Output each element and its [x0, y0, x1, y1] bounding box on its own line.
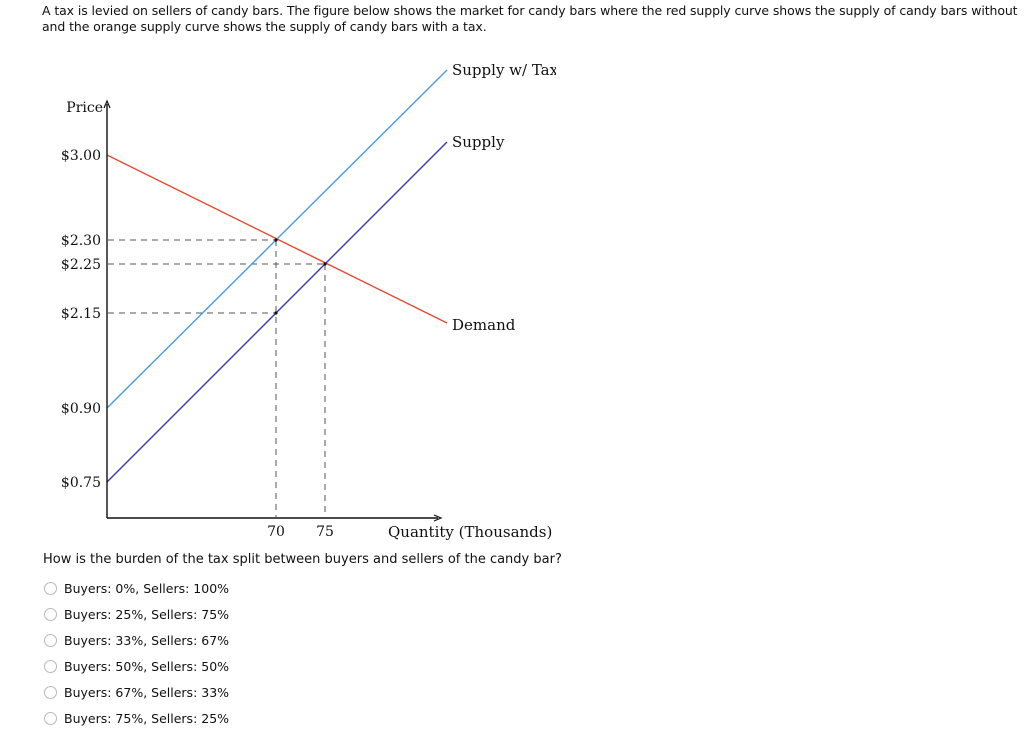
supply-label: Supply	[452, 133, 505, 151]
demand-label: Demand	[452, 316, 516, 334]
answer-options: Buyers: 0%, Sellers: 100% Buyers: 25%, S…	[44, 575, 229, 731]
y-tick-2-25: $2.25	[61, 257, 101, 273]
answer-option-2[interactable]: Buyers: 33%, Sellers: 67%	[44, 627, 229, 653]
supply-with-tax-label: Supply w/ Tax	[452, 61, 559, 79]
seller-price-point	[274, 311, 278, 315]
y-tick-2-15: $2.15	[61, 306, 101, 322]
answer-option-5[interactable]: Buyers: 75%, Sellers: 25%	[44, 705, 229, 731]
radio-button[interactable]	[44, 581, 57, 595]
radio-button[interactable]	[44, 607, 57, 621]
answer-option-3[interactable]: Buyers: 50%, Sellers: 50%	[44, 653, 229, 679]
answer-label: Buyers: 75%, Sellers: 25%	[64, 710, 230, 726]
y-axis-arrow-icon	[103, 99, 111, 109]
x-axis-arrow-icon	[433, 514, 443, 522]
y-tick-2-30: $2.30	[61, 233, 101, 249]
question-text: How is the burden of the tax split betwe…	[43, 552, 562, 567]
intro-line-2: and the orange supply curve shows the su…	[42, 19, 487, 34]
answer-label: Buyers: 25%, Sellers: 75%	[64, 606, 230, 622]
intro-line-1: A tax is levied on sellers of candy bars…	[42, 3, 1018, 18]
question-intro: A tax is levied on sellers of candy bars…	[42, 3, 1024, 35]
guide-lines	[108, 239, 326, 517]
radio-button[interactable]	[44, 685, 57, 699]
supply-demand-chart: Price $3.00 $2.30 $2.25 $2.15 $0.90 $0.7…	[61, 61, 559, 541]
radio-button[interactable]	[44, 633, 57, 647]
x-tick-70: 70	[267, 524, 285, 540]
x-tick-75: 75	[316, 524, 334, 540]
answer-option-4[interactable]: Buyers: 67%, Sellers: 33%	[44, 679, 229, 705]
answer-option-1[interactable]: Buyers: 25%, Sellers: 75%	[44, 601, 229, 627]
answer-option-0[interactable]: Buyers: 0%, Sellers: 100%	[44, 575, 229, 601]
y-axis-title: Price	[66, 100, 103, 116]
radio-button[interactable]	[44, 659, 57, 673]
answer-label: Buyers: 33%, Sellers: 67%	[64, 632, 230, 648]
radio-button[interactable]	[44, 711, 57, 725]
y-tick-0-75: $0.75	[61, 475, 101, 491]
equilibrium-point	[323, 262, 327, 266]
y-tick-0-90: $0.90	[61, 401, 101, 417]
x-axis-title: Quantity (Thousands)	[388, 523, 552, 541]
answer-label: Buyers: 0%, Sellers: 100%	[64, 580, 230, 596]
label-clip-mask	[556, 58, 636, 82]
answer-label: Buyers: 67%, Sellers: 33%	[64, 684, 230, 700]
answer-label: Buyers: 50%, Sellers: 50%	[64, 658, 230, 674]
y-tick-3-00: $3.00	[61, 148, 101, 164]
equilibrium-tax-point	[274, 238, 278, 242]
